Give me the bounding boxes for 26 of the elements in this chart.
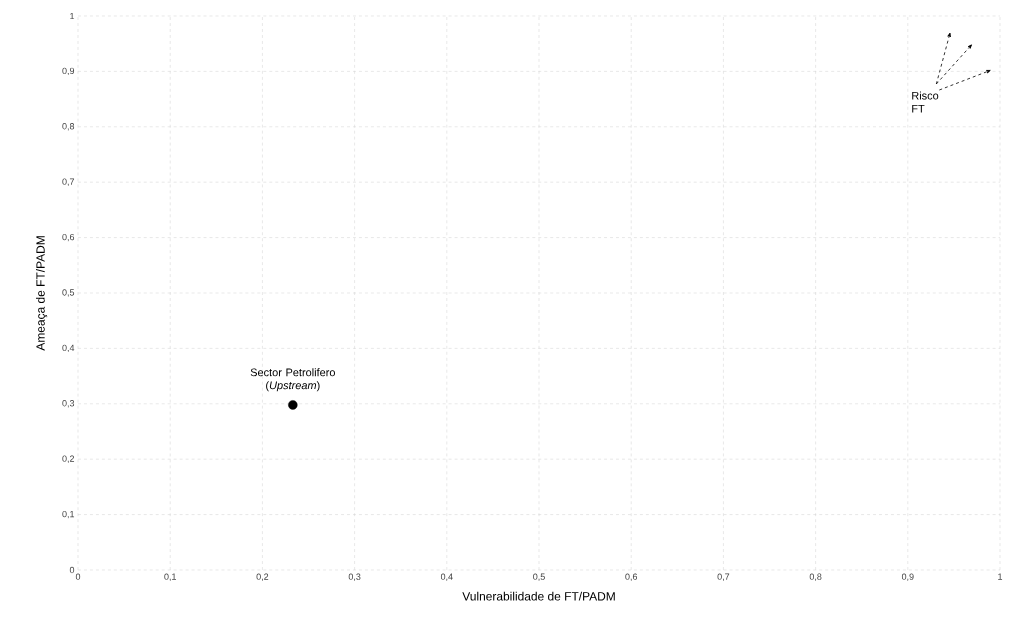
y-tick-label: 0,9	[62, 67, 75, 76]
y-tick-label: 0,8	[62, 123, 75, 131]
x-tick-label: 0,9	[901, 573, 914, 581]
x-tick-label: 0,4	[440, 573, 453, 581]
x-tick-label: 0,5	[533, 573, 545, 581]
y-tick-label: 1	[70, 12, 75, 20]
x-tick-label: 0,8	[809, 573, 822, 581]
x-tick-label: 0,1	[164, 573, 176, 581]
y-tick-label: 0	[69, 566, 75, 574]
x-tick-label: 0,6	[625, 573, 638, 581]
annotation: Sector Petrolifero (Upstream)	[250, 368, 335, 392]
y-axis-title: Ameaça de FT/PADM	[35, 236, 48, 351]
x-axis-title: Vulnerabilidade de FT/PADM	[462, 591, 615, 601]
y-tick-label: 0,3	[62, 400, 75, 408]
x-tick-label: 0,3	[348, 573, 361, 581]
x-tick-label: 0,7	[717, 573, 730, 581]
x-tick-label: 1	[998, 573, 1003, 580]
y-tick-label: 0,1	[62, 510, 75, 519]
y-tick-label: 0,4	[62, 344, 75, 353]
y-tick-label: 0,7	[62, 178, 75, 186]
annotation: Risco FT	[912, 91, 939, 113]
y-tick-label: 0,2	[62, 455, 75, 463]
x-tick-label: 0,2	[256, 573, 269, 581]
y-tick-label: 0,6	[62, 233, 75, 242]
x-tick-label: 0	[75, 573, 81, 580]
y-tick-label: 0,5	[62, 289, 75, 297]
